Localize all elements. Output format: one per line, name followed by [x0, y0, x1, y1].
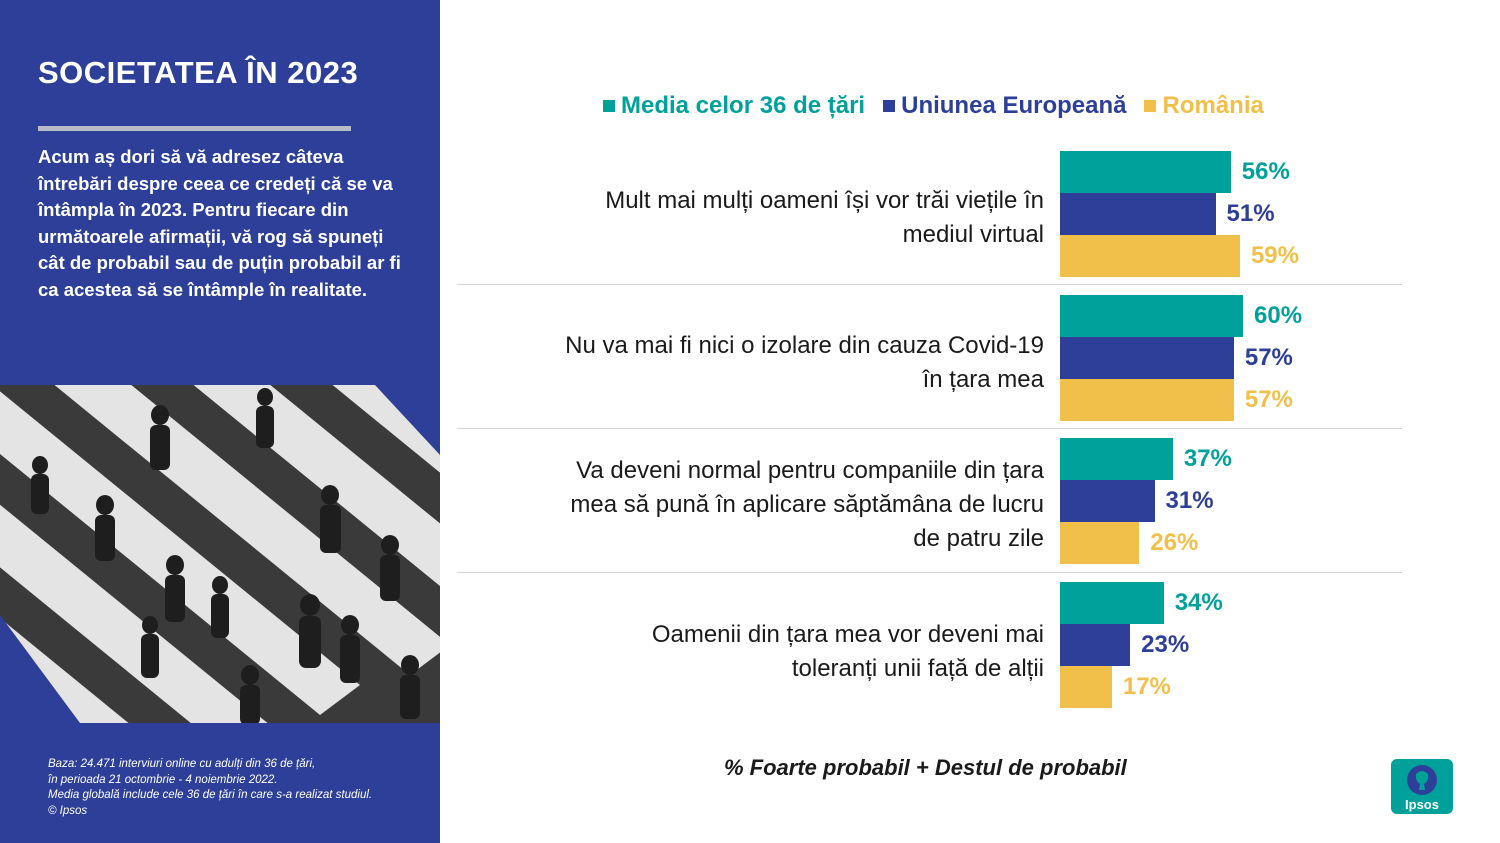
- data-label: 26%: [1150, 529, 1199, 556]
- legend-label: Uniunea Europeană: [901, 92, 1127, 119]
- legend-swatch: [1144, 100, 1157, 112]
- legend-swatch: [883, 100, 896, 112]
- group-separator: [457, 428, 1402, 429]
- survey-question-text: Acum aș dori să vă adresez câteva întreb…: [38, 146, 401, 300]
- left-panel: SOCIETATEA ÎN 2023 Acum aș dori să vă ad…: [0, 0, 440, 843]
- logo-text: Ipsos: [1405, 797, 1439, 812]
- category-label: Va deveni normal pentru companiile din ț…: [570, 457, 1044, 552]
- bar: [1060, 151, 1231, 193]
- bar: [1060, 379, 1234, 421]
- group-separator: [457, 572, 1402, 573]
- data-label: 17%: [1122, 673, 1171, 700]
- panel-title: SOCIETATEA ÎN 2023: [38, 55, 359, 90]
- bar: [1060, 295, 1243, 337]
- category-label: Mult mai mulți oameni își vor trăi vieți…: [605, 187, 1044, 248]
- footnote: Baza: 24.471 interviuri online cu adulți…: [48, 757, 428, 819]
- bar: [1060, 438, 1173, 480]
- panel-divider: [38, 126, 351, 131]
- bar: [1060, 666, 1112, 708]
- data-label: 57%: [1244, 386, 1293, 413]
- data-label: 31%: [1165, 487, 1214, 514]
- bar: [1060, 522, 1140, 564]
- bar: [1060, 235, 1240, 277]
- data-label: 57%: [1244, 344, 1293, 371]
- data-label: 59%: [1250, 242, 1299, 269]
- data-label: 37%: [1183, 445, 1232, 472]
- data-label: 51%: [1226, 200, 1275, 227]
- bar: [1060, 480, 1155, 522]
- footnote-line: © Ipsos: [48, 804, 88, 817]
- legend-item-global: Media celor 36 de țări: [603, 92, 865, 120]
- ipsos-logo: Ipsos: [1391, 759, 1453, 814]
- data-label: 34%: [1174, 589, 1223, 616]
- category-label: Nu va mai fi nici o izolare din cauza Co…: [565, 332, 1044, 393]
- legend-item-eu: Uniunea Europeană: [883, 92, 1126, 120]
- footnote-line: în perioada 21 octombrie - 4 noiembrie 2…: [48, 773, 278, 786]
- chart-legend: Media celor 36 de țări Uniunea Europeană…: [603, 88, 1282, 124]
- crosswalk-photo: [0, 385, 440, 723]
- legend-label: România: [1162, 92, 1264, 119]
- category-label: Oamenii din țara mea vor deveni mai toler…: [651, 621, 1044, 682]
- chart-caption: % Foarte probabil + Destul de probabil: [724, 755, 1127, 780]
- legend-item-romania: România: [1144, 92, 1264, 120]
- data-label: 23%: [1141, 631, 1190, 658]
- data-label: 56%: [1241, 158, 1290, 185]
- legend-label: Media celor 36 de țări: [621, 92, 866, 119]
- footnote-line: Media globală include cele 36 de țări în…: [48, 789, 373, 801]
- bar: [1060, 193, 1216, 235]
- group-separator: [457, 284, 1402, 285]
- bar: [1060, 337, 1234, 379]
- legend-swatch: [603, 100, 615, 112]
- data-label: 60%: [1254, 302, 1303, 329]
- bar: [1060, 582, 1164, 624]
- bar: [1060, 624, 1131, 666]
- footnote-line: Baza: 24.471 interviuri online cu adulți…: [48, 758, 316, 770]
